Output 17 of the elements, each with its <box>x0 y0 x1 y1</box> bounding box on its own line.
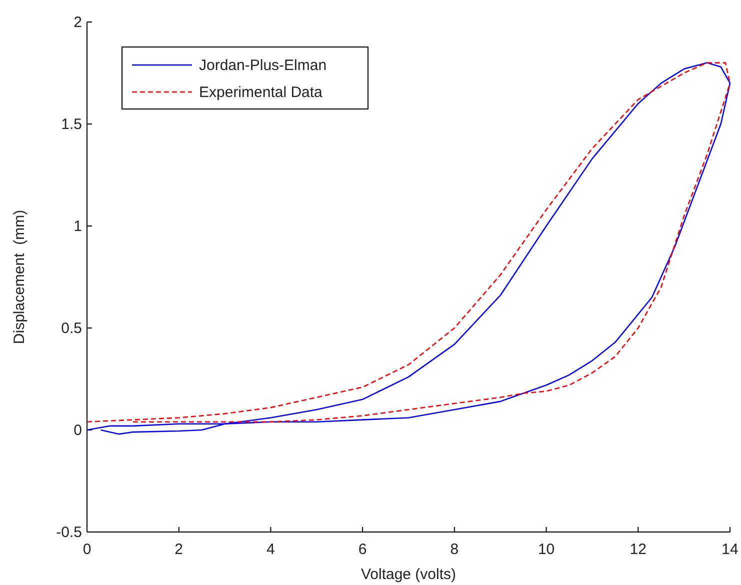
y-tick-label: 0 <box>74 422 82 439</box>
x-axis-title: Voltage (volts) <box>360 566 456 583</box>
x-tick-label: 10 <box>538 541 555 558</box>
x-tick-label: 2 <box>174 541 184 558</box>
legend-label: Experimental Data <box>199 84 324 101</box>
x-tick-label: 6 <box>358 541 367 558</box>
x-tick-label: 4 <box>266 541 275 558</box>
y-tick-label: 0.5 <box>61 320 82 337</box>
x-tick-label: 8 <box>450 541 459 558</box>
y-axis-title: Displacement (mm) <box>11 210 28 344</box>
y-tick-label: 1 <box>74 218 82 235</box>
y-tick-label: 2 <box>74 14 82 31</box>
y-tick-label: -0.5 <box>56 524 82 541</box>
legend-label: Jordan-Plus-Elman <box>199 57 327 74</box>
x-tick-label: 12 <box>630 541 646 558</box>
y-tick-label: 1.5 <box>61 116 82 133</box>
x-tick-label: 14 <box>722 541 738 558</box>
